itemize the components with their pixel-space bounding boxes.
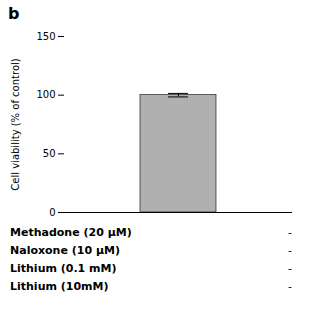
html-text:Naloxone (10 μM): Naloxone (10 μM) xyxy=(10,244,120,257)
html-text:b: b xyxy=(8,4,20,23)
svg-text:50: 50 xyxy=(43,148,56,159)
html-text:Lithium (0.1 mM): Lithium (0.1 mM) xyxy=(10,262,117,275)
svg-text:0: 0 xyxy=(49,207,55,218)
html-text:Lithium (10mM): Lithium (10mM) xyxy=(10,280,109,293)
svg-text:Cell viability (% of control): Cell viability (% of control) xyxy=(10,58,21,190)
html-text:Methadone (20 μM): Methadone (20 μM) xyxy=(10,226,132,239)
svg-text:100: 100 xyxy=(36,89,55,100)
svg-text:150: 150 xyxy=(36,31,55,42)
